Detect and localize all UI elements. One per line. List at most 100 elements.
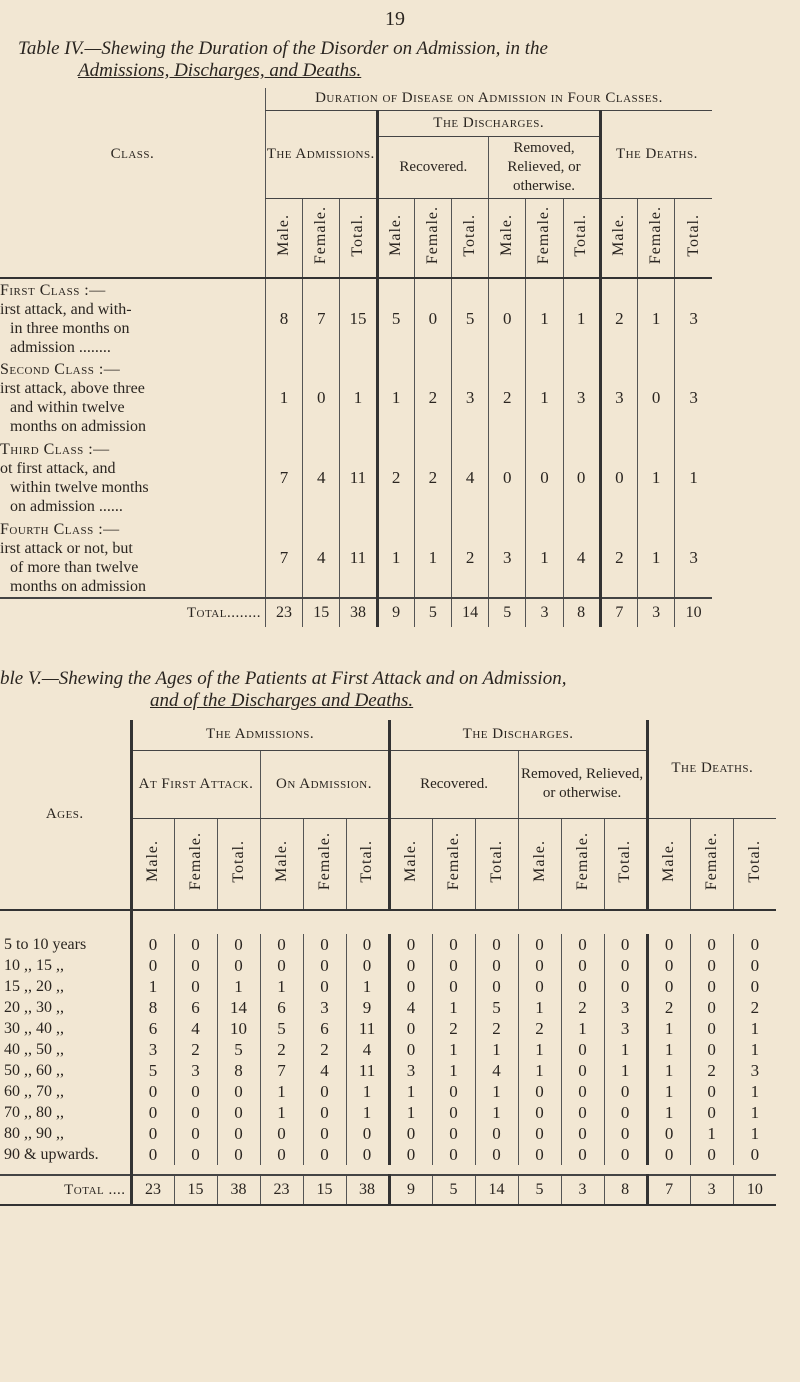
table-cell: 0 (689, 1144, 734, 1165)
table-cell: 1 (129, 976, 174, 997)
table-cell: 1 (387, 1081, 433, 1102)
table-cell: 0 (603, 1123, 648, 1144)
table-row: 15 ,, 20 ,, 1 0 1 1 0 1 0 0 0 0 0 0 0 0 0 (0, 976, 777, 997)
total-cell: 7 (645, 1174, 691, 1205)
class-description: admission ........ (10, 338, 111, 356)
table-cell: 0 (603, 1144, 648, 1165)
table-cell: 0 (689, 1018, 734, 1039)
table-cell: 3 (603, 997, 648, 1018)
table-cell: 2 (517, 1018, 562, 1039)
column-header: Male. (144, 840, 161, 883)
table-cell: 2 (732, 997, 777, 1018)
table-cell: 6 (302, 1018, 346, 1039)
table-cell: 14 (216, 997, 260, 1018)
table-cell: 0 (129, 955, 174, 976)
table-cell: 2 (598, 278, 638, 358)
table4-title-line2: Admissions, Discharges, and Deaths. (78, 60, 362, 81)
table-cell: 1 (525, 278, 564, 358)
table-cell: 1 (345, 1081, 390, 1102)
table-cell: 1 (517, 1039, 562, 1060)
table-cell: 1 (431, 997, 476, 1018)
table-cell: 0 (474, 955, 519, 976)
table-cell: 0 (129, 1123, 174, 1144)
table-cell: 3 (562, 358, 601, 438)
table-cell: 0 (129, 1102, 174, 1123)
table-cell: 3 (674, 278, 712, 358)
table-cell: 1 (645, 1018, 691, 1039)
table-cell: 1 (525, 518, 564, 598)
total-cell: 10 (732, 1174, 777, 1205)
table5: Ages. The Admissions. The Discharges. Th… (0, 720, 777, 1206)
table-cell: 0 (517, 955, 562, 976)
table-cell: 5 (375, 278, 415, 358)
table-cell: 0 (645, 934, 691, 955)
total-cell: 5 (431, 1174, 476, 1205)
table-cell: 0 (603, 934, 648, 955)
table-cell: 4 (387, 997, 433, 1018)
table-cell: 0 (560, 976, 605, 997)
class-description: on admission ...... (10, 498, 123, 515)
total-cell: 14 (450, 597, 489, 627)
table-cell: 0 (216, 1144, 260, 1165)
first-attack-header: At First Attack. (129, 750, 260, 819)
total-cell: 8 (562, 597, 601, 627)
table-cell: 0 (345, 1123, 390, 1144)
table-cell: 15 (339, 278, 378, 358)
table4-super-header: Duration of Disease on Admission in Four… (264, 88, 712, 111)
age-range: 30 ,, 40 ,, (4, 1019, 64, 1037)
table-cell: 1 (345, 976, 390, 997)
table-cell: 1 (603, 1039, 648, 1060)
class-description: of more than twelve (10, 558, 139, 576)
table-cell: 0 (560, 1144, 605, 1165)
table-cell: 0 (645, 976, 691, 997)
table-cell: 0 (603, 955, 648, 976)
class-name: Fourth Class :— (0, 520, 120, 538)
class-name: First Class :— (0, 281, 106, 299)
table-cell: 0 (431, 976, 476, 997)
column-header: Female. (186, 832, 204, 891)
table-cell: 2 (560, 997, 605, 1018)
table-row: 60 ,, 70 ,, 0 0 0 1 0 1 1 0 1 0 0 0 1 0 1 (0, 1081, 777, 1102)
table-cell: 0 (387, 1123, 433, 1144)
table-cell: 3 (598, 358, 638, 438)
total-label: Total........ (0, 597, 266, 627)
table-cell: 0 (517, 1123, 562, 1144)
table-cell: 0 (689, 955, 734, 976)
table-cell: 3 (674, 518, 712, 598)
table-cell: 0 (173, 1123, 217, 1144)
table-cell: 0 (560, 1081, 605, 1102)
table-cell: 6 (173, 997, 217, 1018)
class-description: months on admission (10, 418, 147, 435)
table-cell: 8 (216, 1060, 260, 1081)
table-cell: 1 (603, 1060, 648, 1081)
table-cell: 0 (259, 1144, 303, 1165)
table-cell: 4 (302, 518, 340, 598)
column-header: Total. (487, 839, 505, 883)
table-cell: 2 (375, 438, 415, 518)
table-cell: 1 (525, 358, 564, 438)
column-header: Male. (530, 840, 548, 883)
table-cell: 0 (387, 1018, 433, 1039)
table-cell: 0 (689, 934, 734, 955)
table-cell: 0 (259, 955, 303, 976)
table-cell: 4 (562, 518, 601, 598)
on-admission-header: On Admission. (259, 750, 390, 819)
table-cell: 5 (129, 1060, 174, 1081)
table-cell: 0 (517, 934, 562, 955)
table-cell: 1 (474, 1102, 519, 1123)
table-row: 5 to 10 years 0 0 0 0 0 0 0 0 0 0 0 0 0 0 0 (0, 934, 777, 955)
total-cell: 23 (264, 597, 303, 627)
table-cell: 0 (345, 955, 390, 976)
table-cell: 0 (259, 934, 303, 955)
table-cell: 0 (216, 1102, 260, 1123)
total-cell: 15 (173, 1174, 217, 1205)
table-cell: 0 (689, 976, 734, 997)
table-cell: 1 (732, 1123, 777, 1144)
table-cell: 0 (173, 955, 217, 976)
total-cell: 15 (302, 597, 340, 627)
age-range: 10 ,, 15 ,, (4, 956, 64, 974)
table-cell: 0 (560, 1060, 605, 1081)
column-header: Total. (572, 213, 590, 257)
table-cell: 0 (645, 955, 691, 976)
age-range: 40 ,, 50 ,, (4, 1040, 64, 1058)
